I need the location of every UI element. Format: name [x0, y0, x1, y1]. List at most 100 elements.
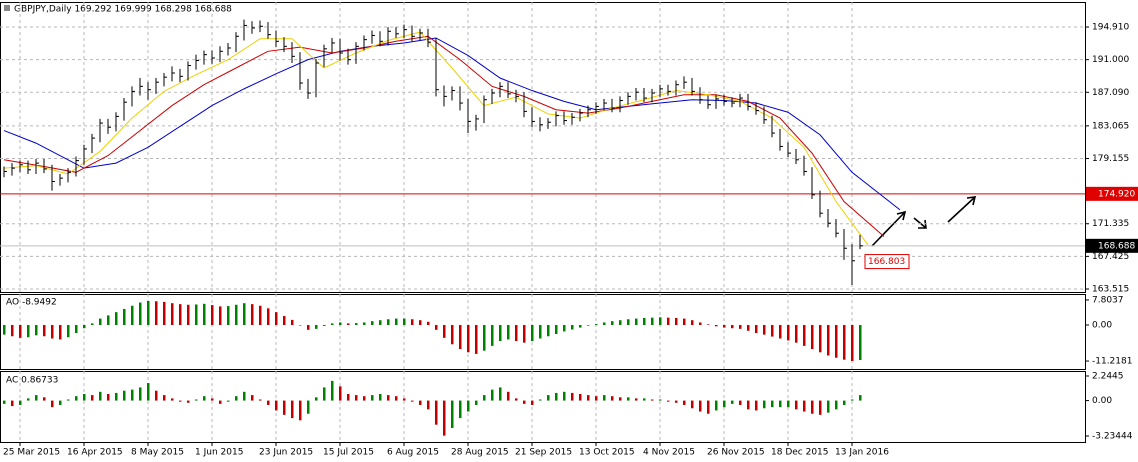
histogram-bar	[11, 325, 14, 337]
histogram-bar	[355, 323, 358, 326]
histogram-bar	[843, 400, 846, 405]
histogram-bar	[67, 399, 70, 401]
histogram-bar	[651, 317, 654, 326]
histogram-bar	[531, 325, 534, 342]
histogram-bar	[491, 325, 494, 346]
histogram-bar	[659, 317, 662, 326]
histogram-bar	[347, 323, 350, 326]
histogram-bar	[603, 322, 606, 326]
histogram-bar	[723, 400, 726, 408]
y-tick-label: 183.065	[1092, 121, 1129, 131]
histogram-bar	[787, 400, 790, 408]
histogram-bar	[747, 400, 750, 410]
annotation-label: 166.803	[868, 257, 905, 267]
y-tick-label: -3.23444	[1092, 432, 1133, 442]
histogram-bar	[651, 399, 654, 401]
histogram-bar	[291, 319, 294, 326]
histogram-bar	[147, 383, 150, 401]
histogram-bar	[99, 318, 102, 326]
x-tick-label: 23 Jun 2015	[259, 448, 313, 458]
histogram-bar	[123, 308, 126, 326]
histogram-bar	[475, 400, 478, 405]
histogram-bar	[523, 325, 526, 343]
histogram-bar	[315, 325, 318, 329]
histogram-bar	[755, 400, 758, 411]
histogram-bar	[467, 400, 470, 412]
histogram-bar	[531, 400, 534, 405]
drawn-arrows	[871, 196, 977, 247]
price-label: 174.920	[1098, 189, 1135, 199]
histogram-bar	[75, 325, 78, 334]
histogram-bar	[835, 325, 838, 358]
histogram-bar	[99, 391, 102, 401]
histogram-bar	[51, 400, 54, 408]
histogram-bar	[27, 398, 30, 401]
histogram-bar	[179, 400, 182, 402]
histogram-bar	[275, 400, 278, 411]
histogram-bar	[443, 325, 446, 338]
histogram-bar	[739, 400, 742, 405]
histogram-bar	[667, 400, 670, 402]
histogram-bar	[595, 396, 598, 401]
histogram-bar	[731, 400, 734, 404]
histogram-bar	[259, 399, 262, 401]
y-tick-label: 187.090	[1092, 88, 1129, 98]
histogram-bar	[571, 392, 574, 401]
histogram-bar	[587, 395, 590, 401]
histogram-bar	[707, 324, 710, 326]
x-tick-label: 8 May 2015	[131, 448, 184, 458]
histogram-bar	[859, 325, 862, 361]
histogram-bar	[595, 324, 598, 326]
histogram-bar	[179, 304, 182, 326]
histogram-bar	[827, 325, 830, 356]
histogram-bar	[707, 400, 710, 414]
histogram-bar	[755, 325, 758, 334]
y-tick-label: 171.335	[1092, 219, 1129, 229]
histogram-bar	[819, 400, 822, 415]
histogram-bar	[435, 325, 438, 330]
main-panel	[0, 2, 1086, 293]
histogram-bar	[603, 395, 606, 401]
histogram-bar	[283, 400, 286, 415]
histogram-bar	[51, 325, 54, 339]
histogram-bar	[19, 400, 22, 405]
histogram-bar	[779, 400, 782, 408]
x-tick-label: 28 Aug 2015	[451, 448, 509, 458]
histogram-bar	[803, 325, 806, 346]
histogram-bar	[115, 392, 118, 401]
histogram-bar	[859, 395, 862, 401]
histogram-bar	[835, 400, 838, 410]
histogram-bar	[131, 389, 134, 401]
histogram-bar	[163, 301, 166, 326]
histogram-bar	[211, 305, 214, 326]
histogram-bar	[91, 323, 94, 326]
histogram-bar	[795, 400, 798, 410]
histogram-bar	[675, 400, 678, 403]
histogram-bar	[483, 395, 486, 401]
histogram-bar	[371, 321, 374, 326]
price-label: 168.688	[1098, 241, 1135, 251]
histogram-bar	[635, 398, 638, 401]
histogram-bar	[59, 325, 62, 340]
histogram-bar	[555, 325, 558, 335]
histogram-bar	[227, 306, 230, 326]
histogram-bar	[395, 318, 398, 326]
histogram-bar	[235, 396, 238, 401]
histogram-bar	[339, 386, 342, 401]
histogram-bar	[547, 325, 550, 337]
histogram-bar	[811, 325, 814, 350]
x-tick-label: 4 Nov 2015	[643, 448, 695, 458]
histogram-bar	[187, 400, 190, 403]
histogram-bar	[195, 399, 198, 401]
histogram-bar	[235, 304, 238, 326]
histogram-bar	[819, 325, 822, 353]
histogram-bar	[147, 300, 150, 326]
histogram-bar	[515, 398, 518, 401]
histogram-bar	[307, 400, 310, 414]
histogram-bar	[843, 325, 846, 360]
histogram-bar	[387, 395, 390, 401]
histogram-bar	[315, 397, 318, 401]
histogram-bar	[459, 400, 462, 419]
